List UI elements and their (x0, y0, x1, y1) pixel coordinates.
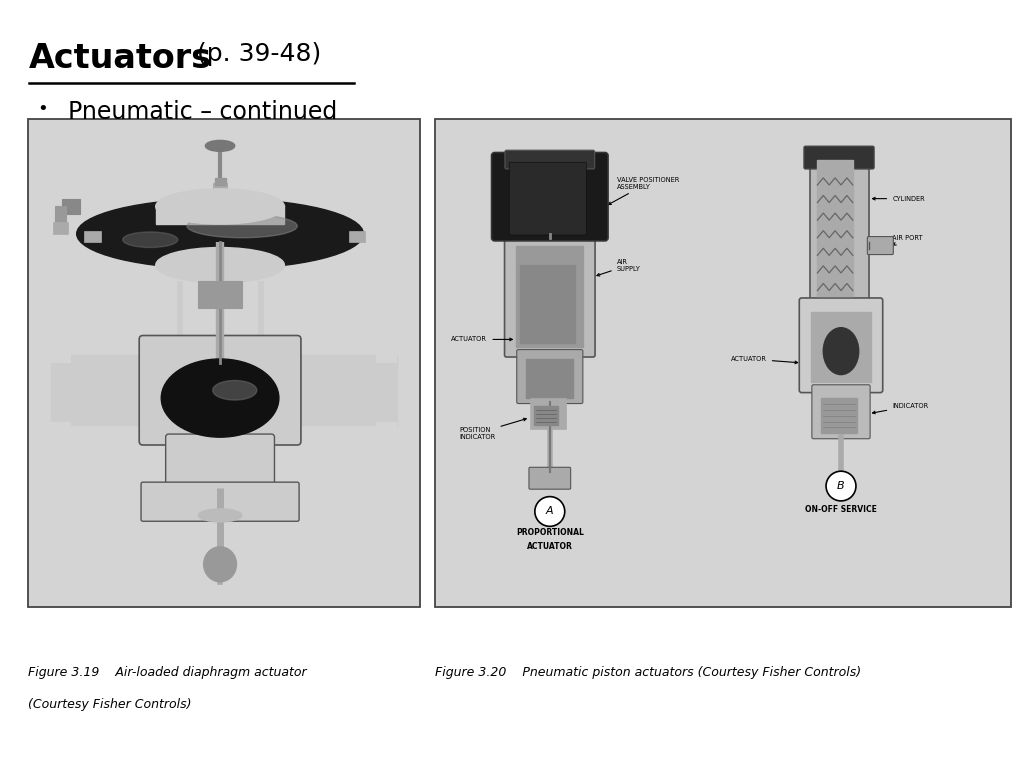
FancyBboxPatch shape (812, 385, 870, 439)
FancyBboxPatch shape (804, 146, 874, 169)
Bar (51, 422, 72, 441)
FancyBboxPatch shape (492, 153, 608, 241)
Bar (301, 355, 396, 425)
Text: AIR
SUPPLY: AIR SUPPLY (597, 259, 641, 276)
Bar (821, 398, 857, 433)
Text: Actuators: Actuators (29, 42, 212, 75)
Bar (213, 183, 227, 203)
Text: (p. 39-48): (p. 39-48) (189, 42, 322, 66)
Ellipse shape (187, 214, 297, 238)
FancyBboxPatch shape (141, 482, 299, 521)
FancyBboxPatch shape (810, 152, 868, 304)
Bar (535, 406, 558, 425)
Ellipse shape (156, 189, 285, 224)
Text: ON-OFF SERVICE: ON-OFF SERVICE (805, 505, 877, 514)
Bar (156, 204, 285, 224)
Bar (520, 265, 575, 343)
Bar (53, 222, 68, 233)
Text: Figure 3.20    Pneumatic piston actuators (Courtesy Fisher Controls): Figure 3.20 Pneumatic piston actuators (… (435, 666, 861, 679)
Bar (84, 230, 100, 242)
Text: INDICATOR: INDICATOR (872, 403, 929, 414)
FancyBboxPatch shape (505, 151, 595, 169)
Text: Figure 3.19    Air-loaded diaphragm actuator: Figure 3.19 Air-loaded diaphragm actuato… (28, 666, 306, 679)
FancyBboxPatch shape (166, 434, 274, 492)
FancyBboxPatch shape (517, 349, 583, 403)
Text: ACTUATOR: ACTUATOR (527, 542, 572, 551)
Text: A: A (546, 506, 554, 516)
Ellipse shape (77, 199, 364, 269)
Bar (62, 199, 80, 214)
Bar (51, 339, 72, 363)
Circle shape (204, 547, 237, 582)
FancyBboxPatch shape (529, 467, 570, 489)
FancyBboxPatch shape (867, 237, 893, 254)
Ellipse shape (823, 328, 859, 375)
FancyBboxPatch shape (139, 336, 301, 445)
Bar (376, 339, 396, 363)
Text: CYLINDER: CYLINDER (872, 196, 925, 202)
Ellipse shape (206, 141, 234, 151)
FancyBboxPatch shape (800, 298, 883, 392)
Bar (530, 398, 565, 429)
Text: •: • (37, 100, 47, 118)
Bar (376, 422, 396, 441)
FancyBboxPatch shape (509, 162, 587, 235)
FancyBboxPatch shape (435, 119, 1011, 607)
Text: PROPORTIONAL: PROPORTIONAL (516, 528, 584, 538)
Bar (51, 355, 146, 425)
Bar (817, 160, 853, 296)
Ellipse shape (156, 247, 285, 283)
Text: (Courtesy Fisher Controls): (Courtesy Fisher Controls) (28, 698, 191, 711)
Text: AIR PORT: AIR PORT (892, 235, 923, 245)
Circle shape (535, 497, 565, 526)
Bar (526, 359, 573, 398)
Bar (198, 281, 242, 308)
Ellipse shape (161, 359, 279, 437)
Text: VALVE POSITIONER
ASSEMBLY: VALVE POSITIONER ASSEMBLY (608, 177, 679, 204)
Bar (516, 246, 584, 347)
Text: POSITION
INDICATOR: POSITION INDICATOR (460, 419, 526, 440)
Circle shape (826, 472, 856, 501)
Text: B: B (838, 481, 845, 491)
Text: ACTUATOR: ACTUATOR (452, 336, 512, 343)
Bar (215, 178, 225, 185)
Bar (54, 207, 66, 226)
Ellipse shape (213, 380, 257, 400)
Text: ACTUATOR: ACTUATOR (731, 356, 798, 364)
Bar (349, 230, 366, 242)
Ellipse shape (198, 508, 242, 522)
Ellipse shape (123, 232, 178, 247)
FancyBboxPatch shape (505, 232, 595, 357)
Text: Pneumatic – continued: Pneumatic – continued (68, 100, 337, 124)
Bar (811, 312, 870, 382)
FancyBboxPatch shape (28, 119, 420, 607)
